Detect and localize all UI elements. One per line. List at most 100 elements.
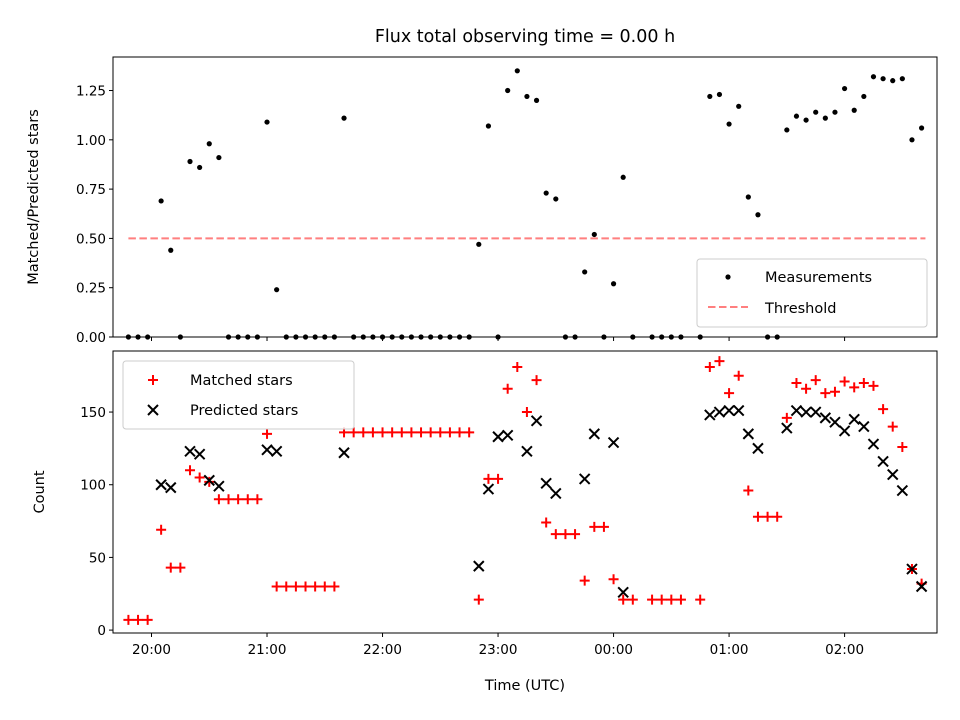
measurement-point bbox=[524, 93, 530, 100]
matched-stars-point bbox=[185, 465, 196, 476]
matched-stars-point bbox=[204, 476, 215, 487]
bot-y-tick-label: 50 bbox=[89, 550, 106, 566]
measurement-point bbox=[755, 212, 761, 218]
matched-stars-point bbox=[598, 521, 609, 532]
bottom-panel-marks bbox=[123, 356, 928, 625]
matched-stars-point bbox=[348, 427, 359, 438]
legend-measurements-symbol bbox=[725, 274, 731, 280]
predicted-stars-point bbox=[473, 560, 485, 572]
legend-threshold-label: Threshold bbox=[764, 301, 836, 317]
measurement-point bbox=[553, 196, 559, 202]
predicted-stars-point bbox=[704, 409, 716, 421]
matched-stars-point bbox=[829, 386, 840, 397]
top-panel: 0.00 0.25 0.50 0.75 1.00 1.25 Matched/Predict… bbox=[26, 56, 938, 346]
bot-x-tick-label: 01:00 bbox=[710, 642, 749, 658]
measurement-point bbox=[736, 103, 742, 109]
measurement-point bbox=[880, 76, 886, 82]
measurement-point bbox=[793, 113, 800, 119]
matched-stars-point bbox=[531, 375, 542, 386]
predicted-stars-point bbox=[165, 481, 177, 494]
bottom-y-ticks: 0 50 100 150 bbox=[80, 405, 113, 639]
predicted-stars-point bbox=[713, 406, 726, 418]
predicted-stars-point bbox=[261, 444, 273, 456]
matched-stars-point bbox=[156, 524, 167, 535]
measurement-point bbox=[745, 194, 751, 200]
predicted-stars-point bbox=[877, 455, 889, 468]
predicted-stars-point bbox=[732, 404, 745, 417]
matched-stars-point bbox=[791, 377, 802, 388]
matched-stars-point bbox=[194, 472, 205, 483]
matched-stars-point bbox=[483, 473, 494, 484]
matched-stars-point bbox=[271, 581, 282, 592]
matched-stars-point bbox=[781, 412, 792, 423]
measurement-point bbox=[341, 115, 347, 121]
predicted-stars-point bbox=[270, 445, 283, 458]
matched-stars-point bbox=[695, 594, 706, 605]
matched-stars-point bbox=[444, 427, 455, 438]
measurement-point bbox=[909, 137, 915, 143]
legend-predicted-stars-label: Predicted stars bbox=[190, 403, 298, 419]
bot-x-tick-label: 22:00 bbox=[363, 642, 402, 658]
top-y-tick-label: 1.25 bbox=[76, 84, 106, 100]
matched-stars-point bbox=[868, 380, 879, 391]
matched-stars-point bbox=[743, 485, 754, 496]
predicted-stars-point bbox=[193, 448, 206, 460]
matched-stars-point bbox=[290, 581, 301, 592]
measurement-point bbox=[206, 141, 212, 147]
measurement-point bbox=[197, 164, 203, 171]
predicted-stars-point bbox=[155, 479, 167, 491]
bot-y-tick-label: 150 bbox=[80, 405, 106, 421]
matched-stars-point bbox=[878, 404, 889, 415]
matched-stars-point bbox=[512, 361, 523, 372]
predicted-stars-point bbox=[607, 436, 620, 449]
matched-stars-point bbox=[656, 594, 667, 605]
measurement-point bbox=[533, 97, 540, 103]
measurement-point bbox=[591, 231, 597, 238]
predicted-stars-point bbox=[887, 468, 899, 481]
matched-stars-point bbox=[801, 383, 812, 394]
matched-stars-point bbox=[666, 594, 677, 605]
matched-stars-point bbox=[464, 427, 475, 438]
predicted-stars-point bbox=[896, 484, 909, 497]
bot-x-tick-label: 02:00 bbox=[825, 642, 864, 658]
matched-stars-point bbox=[521, 407, 532, 418]
predicted-stars-point bbox=[906, 563, 918, 575]
legend-predicted-x bbox=[147, 404, 159, 416]
matched-stars-point bbox=[839, 376, 850, 387]
measurement-point bbox=[890, 78, 896, 84]
matched-stars-point bbox=[473, 594, 484, 605]
predicted-stars-point bbox=[819, 412, 832, 424]
legend-measurements-dot bbox=[725, 274, 731, 280]
measurement-point bbox=[918, 125, 925, 131]
predicted-stars-point bbox=[213, 480, 225, 492]
top-legend: Measurements Threshold bbox=[696, 258, 928, 328]
measurement-point bbox=[707, 93, 713, 100]
matched-stars-point bbox=[435, 427, 446, 438]
matched-stars-point bbox=[406, 427, 417, 438]
predicted-stars-point bbox=[530, 415, 543, 427]
predicted-stars-point bbox=[723, 404, 735, 417]
measurement-point bbox=[485, 123, 492, 129]
measurement-point bbox=[582, 269, 588, 275]
matched-stars-point bbox=[627, 594, 638, 605]
bot-x-tick-label: 23:00 bbox=[479, 642, 518, 658]
predicted-stars-point bbox=[550, 487, 562, 500]
bot-y-tick-label: 0 bbox=[97, 623, 106, 639]
predicted-stars-point bbox=[482, 483, 495, 495]
matched-stars-point bbox=[502, 383, 513, 394]
bottom-legend-box bbox=[122, 360, 355, 430]
top-legend-box bbox=[696, 258, 928, 328]
predicted-stars-point bbox=[800, 406, 812, 418]
bot-x-tick-label: 20:00 bbox=[132, 642, 171, 658]
matched-stars-point bbox=[618, 594, 629, 605]
bot-x-tick-label: 21:00 bbox=[248, 642, 287, 658]
predicted-stars-point bbox=[492, 431, 504, 443]
matched-stars-point bbox=[733, 370, 744, 381]
top-panel-frame bbox=[112, 56, 938, 338]
measurement-point bbox=[870, 74, 877, 80]
measurement-point bbox=[274, 287, 280, 293]
measurement-point bbox=[784, 127, 790, 133]
matched-stars-point bbox=[675, 594, 686, 605]
predicted-stars-point bbox=[838, 425, 851, 437]
